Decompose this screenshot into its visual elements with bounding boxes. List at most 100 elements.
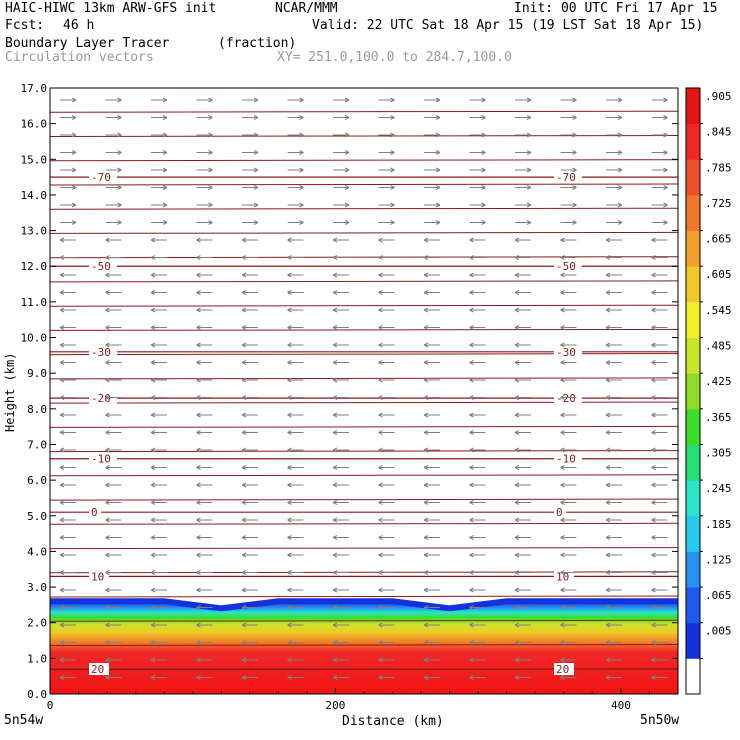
- vector-head: [287, 657, 292, 663]
- vector-head: [378, 552, 383, 558]
- vector-head: [287, 570, 292, 575]
- vector-head: [651, 430, 656, 435]
- colorbar-swatch: [686, 230, 700, 267]
- vector-head: [651, 447, 656, 453]
- vector-head: [514, 237, 520, 243]
- vector-head: [651, 272, 656, 278]
- vector-head: [526, 185, 532, 190]
- vector-head: [59, 290, 65, 295]
- vector-head: [435, 115, 441, 120]
- vector-head: [605, 552, 611, 558]
- vector-head: [105, 622, 110, 628]
- vector-head: [287, 272, 292, 278]
- vector-head: [560, 587, 565, 593]
- vector-head: [378, 342, 383, 348]
- vector-head: [196, 500, 201, 505]
- vector-head: [150, 360, 156, 365]
- colorbar-swatch: [686, 373, 700, 410]
- vector-head: [605, 307, 611, 313]
- vector-head: [572, 150, 577, 155]
- vector-head: [241, 605, 247, 610]
- vector-head: [605, 482, 611, 488]
- vector-head: [423, 290, 429, 295]
- vector-head: [605, 657, 611, 663]
- vector-head: [526, 167, 532, 173]
- vector-head: [105, 290, 110, 295]
- vector-head: [605, 272, 611, 278]
- vector-head: [208, 185, 213, 190]
- vector-head: [423, 605, 429, 610]
- colorbar-label: .305: [705, 447, 732, 460]
- vector-head: [423, 657, 429, 663]
- vector-head: [332, 412, 338, 418]
- vector-head: [481, 132, 486, 138]
- vector-head: [605, 430, 611, 435]
- vector-head: [526, 202, 532, 208]
- vector-head: [469, 675, 474, 680]
- contour-line: [49, 183, 679, 186]
- vector-head: [469, 395, 474, 400]
- vector-head: [196, 465, 201, 470]
- vector-head: [150, 605, 156, 610]
- vector-head: [150, 307, 156, 313]
- vector-head: [378, 307, 383, 313]
- vector-head: [423, 307, 429, 313]
- contour-line: [49, 474, 679, 477]
- vector-head: [605, 517, 611, 523]
- vector-head: [560, 657, 565, 663]
- vector-head: [560, 500, 565, 505]
- vector-head: [435, 185, 441, 190]
- vector-head: [605, 500, 611, 505]
- y-tick-label: 13.0: [21, 225, 48, 238]
- vector-head: [59, 675, 65, 680]
- colorbar-label: .845: [705, 126, 732, 139]
- vector-head: [150, 640, 156, 645]
- vector-head: [299, 167, 304, 173]
- vector-head: [253, 132, 259, 138]
- vector-head: [287, 290, 292, 295]
- vector-head: [105, 465, 110, 470]
- vector-head: [105, 587, 110, 593]
- y-tick-label: 0.0: [27, 688, 47, 701]
- vector-head: [196, 412, 201, 418]
- vector-head: [196, 395, 201, 400]
- vector-head: [117, 185, 122, 190]
- vector-head: [332, 587, 338, 593]
- vector-head: [560, 395, 565, 400]
- colorbar-label: .245: [705, 482, 732, 495]
- y-tick-label: 2.0: [27, 617, 47, 630]
- vector-head: [332, 570, 338, 575]
- x-axis-label: Distance (km): [342, 714, 444, 729]
- vector-head: [617, 220, 623, 225]
- vector-head: [469, 605, 474, 610]
- vector-head: [651, 605, 656, 610]
- vector-head: [241, 377, 247, 383]
- vector-head: [117, 132, 122, 138]
- vector-head: [435, 132, 441, 138]
- contour-label: 20: [91, 663, 104, 676]
- vector-head: [150, 272, 156, 278]
- vector-head: [435, 202, 441, 208]
- vector-head: [287, 325, 292, 330]
- vector-head: [423, 377, 429, 383]
- x-tick-label: 0: [47, 699, 54, 712]
- colorbar: .005 .065 .125 .185 .245 .305 .365 .425 .485 .545…: [685, 87, 732, 695]
- x-tick-label: 200: [326, 699, 346, 712]
- vector-head: [514, 552, 520, 558]
- vector-head: [481, 220, 486, 225]
- contour-label: -30: [556, 346, 576, 359]
- vector-head: [560, 237, 565, 243]
- vector-head: [117, 202, 122, 208]
- vector-head: [59, 552, 65, 558]
- vector-head: [162, 185, 168, 190]
- vector-head: [299, 202, 304, 208]
- vector-head: [105, 447, 110, 453]
- vector-head: [162, 97, 168, 103]
- vector-head: [105, 517, 110, 523]
- vector-head: [117, 150, 122, 155]
- colorbar-label: .365: [705, 411, 732, 424]
- vector-head: [332, 482, 338, 488]
- vector-head: [344, 97, 350, 103]
- vector-head: [253, 202, 259, 208]
- vector-head: [150, 517, 156, 523]
